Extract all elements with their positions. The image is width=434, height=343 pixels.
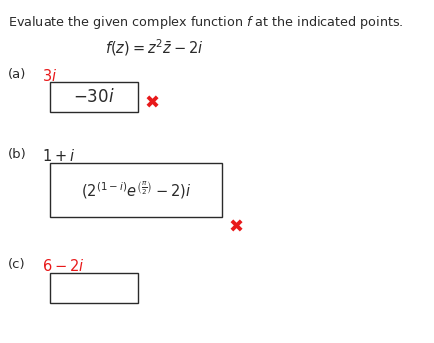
FancyBboxPatch shape xyxy=(50,273,138,303)
Text: (a): (a) xyxy=(8,68,26,81)
Text: $f(z) = z^2\bar{z} - 2i$: $f(z) = z^2\bar{z} - 2i$ xyxy=(105,37,204,58)
FancyBboxPatch shape xyxy=(50,163,222,217)
Text: ✖: ✖ xyxy=(145,95,160,113)
FancyBboxPatch shape xyxy=(50,82,138,112)
Text: Evaluate the given complex function $f$ at the indicated points.: Evaluate the given complex function $f$ … xyxy=(8,14,404,31)
Text: ✖: ✖ xyxy=(228,219,243,237)
Text: $-30i$: $-30i$ xyxy=(73,88,115,106)
Text: $1 + i$: $1 + i$ xyxy=(42,148,75,164)
Text: (c): (c) xyxy=(8,258,26,271)
Text: (b): (b) xyxy=(8,148,27,161)
Text: $\left(2^{(1-i)}e^{\left(\frac{\pi}{2}\right)} - 2\right)i$: $\left(2^{(1-i)}e^{\left(\frac{\pi}{2}\r… xyxy=(81,179,191,201)
Text: $6 - 2i$: $6 - 2i$ xyxy=(42,258,85,274)
Text: $3i$: $3i$ xyxy=(42,68,57,84)
